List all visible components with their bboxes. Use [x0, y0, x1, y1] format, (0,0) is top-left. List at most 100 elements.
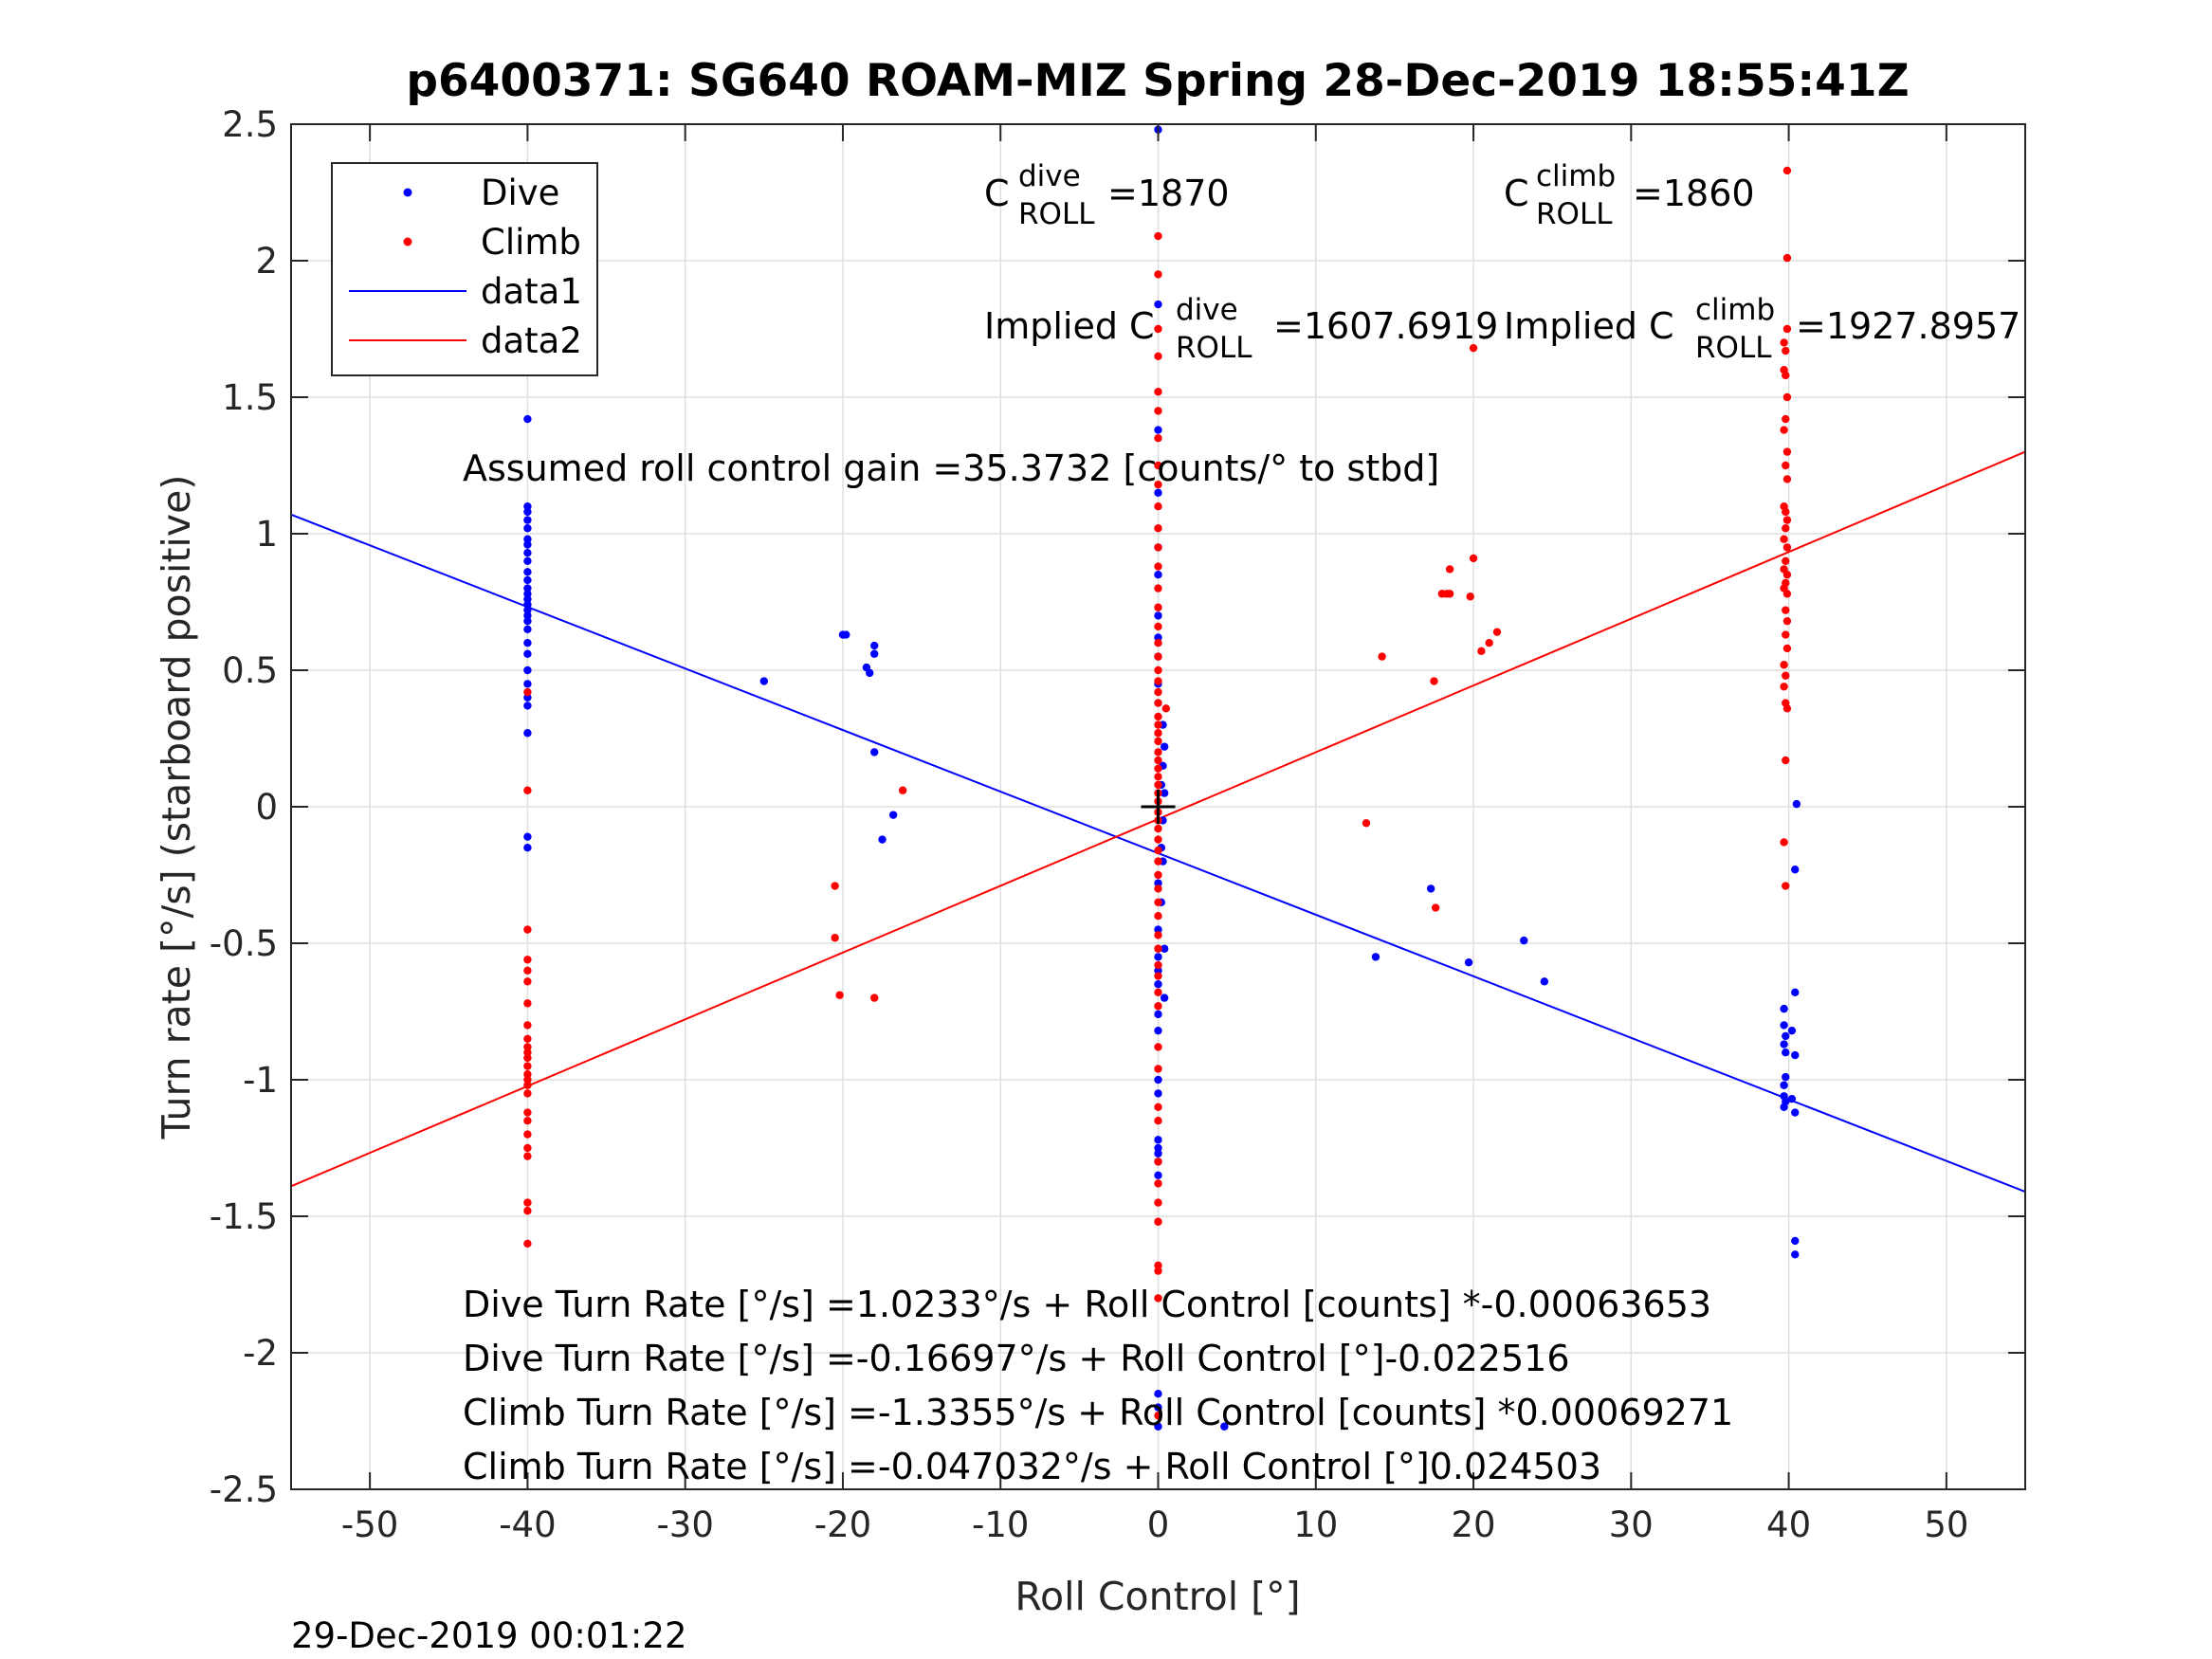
- climb-point: [1782, 882, 1790, 890]
- climb-point: [1154, 748, 1162, 757]
- legend: Dive Climb data1 data2: [331, 162, 598, 376]
- dive-point: [1154, 1143, 1162, 1153]
- climb-point: [870, 994, 879, 1002]
- climb-point: [1780, 838, 1788, 847]
- y-tick-label: 1: [255, 514, 278, 555]
- climb-point: [1154, 1198, 1162, 1207]
- y-tick-label: 0: [255, 787, 278, 828]
- climb-point: [523, 1070, 532, 1079]
- dive-point: [523, 729, 532, 738]
- climb-point: [1154, 857, 1162, 866]
- climb-point: [1154, 1043, 1162, 1051]
- dive-point: [523, 414, 532, 424]
- dive-point: [1782, 1048, 1790, 1057]
- dive-point: [1154, 1075, 1162, 1085]
- dive-point: [1154, 980, 1162, 989]
- climb-point: [1154, 846, 1162, 855]
- x-tick-label: 50: [1924, 1504, 1968, 1545]
- climb-point: [1782, 524, 1790, 533]
- climb-point: [1154, 756, 1162, 765]
- climb-point: [1782, 475, 1792, 483]
- dive-point: [866, 668, 874, 678]
- legend-label: Dive: [481, 173, 559, 213]
- climb-point: [1154, 324, 1162, 334]
- dive-point: [1780, 1040, 1788, 1048]
- dive-point: [1154, 633, 1162, 642]
- climb-point: [1782, 606, 1790, 614]
- dive-point: [1791, 1236, 1800, 1246]
- annotation-eq-climb-degrees: Climb Turn Rate [°/s] =-0.047032°/s + Ro…: [463, 1446, 1601, 1487]
- dive-point: [1160, 994, 1169, 1002]
- climb-point: [1154, 931, 1162, 939]
- dive-point: [1782, 1031, 1790, 1041]
- dive-point: [1160, 944, 1169, 953]
- climb-point: [1154, 720, 1162, 729]
- c-climb-value: =1860: [1633, 173, 1755, 214]
- climb-point: [1430, 677, 1438, 685]
- dive-point: [523, 606, 532, 614]
- climb-point: [1782, 616, 1792, 626]
- x-tick-label: 30: [1609, 1504, 1654, 1545]
- climb-point: [1154, 502, 1162, 511]
- climb-point: [1782, 324, 1792, 334]
- dive-point: [1780, 1021, 1788, 1030]
- dive-point: [523, 535, 532, 543]
- climb-point: [523, 1053, 532, 1063]
- climb-point: [1782, 392, 1792, 402]
- x-tick-labels: -50 -40 -30 -20 -10 0 10 20 30 40 50: [341, 1504, 1968, 1545]
- climb-point: [1154, 687, 1162, 697]
- x-tick-label: -20: [814, 1504, 871, 1545]
- climb-point: [1469, 343, 1478, 353]
- legend-marker: [403, 188, 412, 197]
- climb-point: [523, 1143, 532, 1153]
- c-symbol: C: [1504, 173, 1529, 214]
- x-tick-label: -40: [499, 1504, 556, 1545]
- series-climb: [523, 166, 1792, 1420]
- dive-point: [523, 584, 532, 592]
- climb-point: [1154, 270, 1162, 279]
- dive-point: [1780, 1004, 1788, 1013]
- dive-point: [1154, 925, 1162, 934]
- dive-point: [1154, 426, 1162, 434]
- c-climb-sub: ROLL: [1536, 197, 1613, 231]
- climb-point: [523, 1043, 532, 1051]
- climb-point: [523, 925, 532, 934]
- dive-point: [523, 548, 532, 557]
- climb-point: [1154, 388, 1162, 396]
- climb-point: [1780, 426, 1788, 434]
- implied-dive-sub: ROLL: [1176, 331, 1252, 365]
- climb-point: [523, 1021, 532, 1030]
- implied-climb-sup: climb: [1695, 293, 1775, 327]
- y-tick-label: -2: [243, 1333, 278, 1374]
- climb-point: [1782, 671, 1790, 680]
- climb-point: [1161, 704, 1171, 713]
- climb-point: [1154, 652, 1162, 661]
- climb-point: [1782, 704, 1792, 713]
- dive-point: [1154, 1171, 1162, 1180]
- x-tick-label: 20: [1451, 1504, 1495, 1545]
- climb-point: [1782, 556, 1790, 565]
- dive-point: [1154, 300, 1162, 309]
- climb-point: [523, 1239, 532, 1249]
- dive-point: [1426, 884, 1435, 893]
- climb-point: [1154, 1267, 1162, 1275]
- climb-point: [1780, 683, 1788, 691]
- annotation-gain: Assumed roll control gain =35.3732 [coun…: [463, 447, 1439, 489]
- climb-point: [1154, 603, 1162, 611]
- climb-point: [1154, 870, 1162, 880]
- dive-point: [523, 568, 532, 576]
- annotation-c-climb: C climb ROLL =1860: [1504, 159, 1755, 231]
- climb-point: [1154, 1261, 1162, 1270]
- climb-point: [523, 1108, 532, 1117]
- climb-point: [1154, 677, 1162, 685]
- legend-label: data1: [481, 271, 582, 312]
- dive-point: [1154, 1089, 1162, 1098]
- climb-point: [1780, 338, 1788, 347]
- dive-point: [523, 639, 532, 647]
- climb-point: [523, 977, 532, 986]
- c-dive-sup: dive: [1018, 159, 1081, 193]
- climb-point: [1782, 590, 1792, 598]
- dive-point: [1154, 1149, 1162, 1158]
- climb-point: [523, 1130, 532, 1139]
- dive-point: [888, 811, 898, 819]
